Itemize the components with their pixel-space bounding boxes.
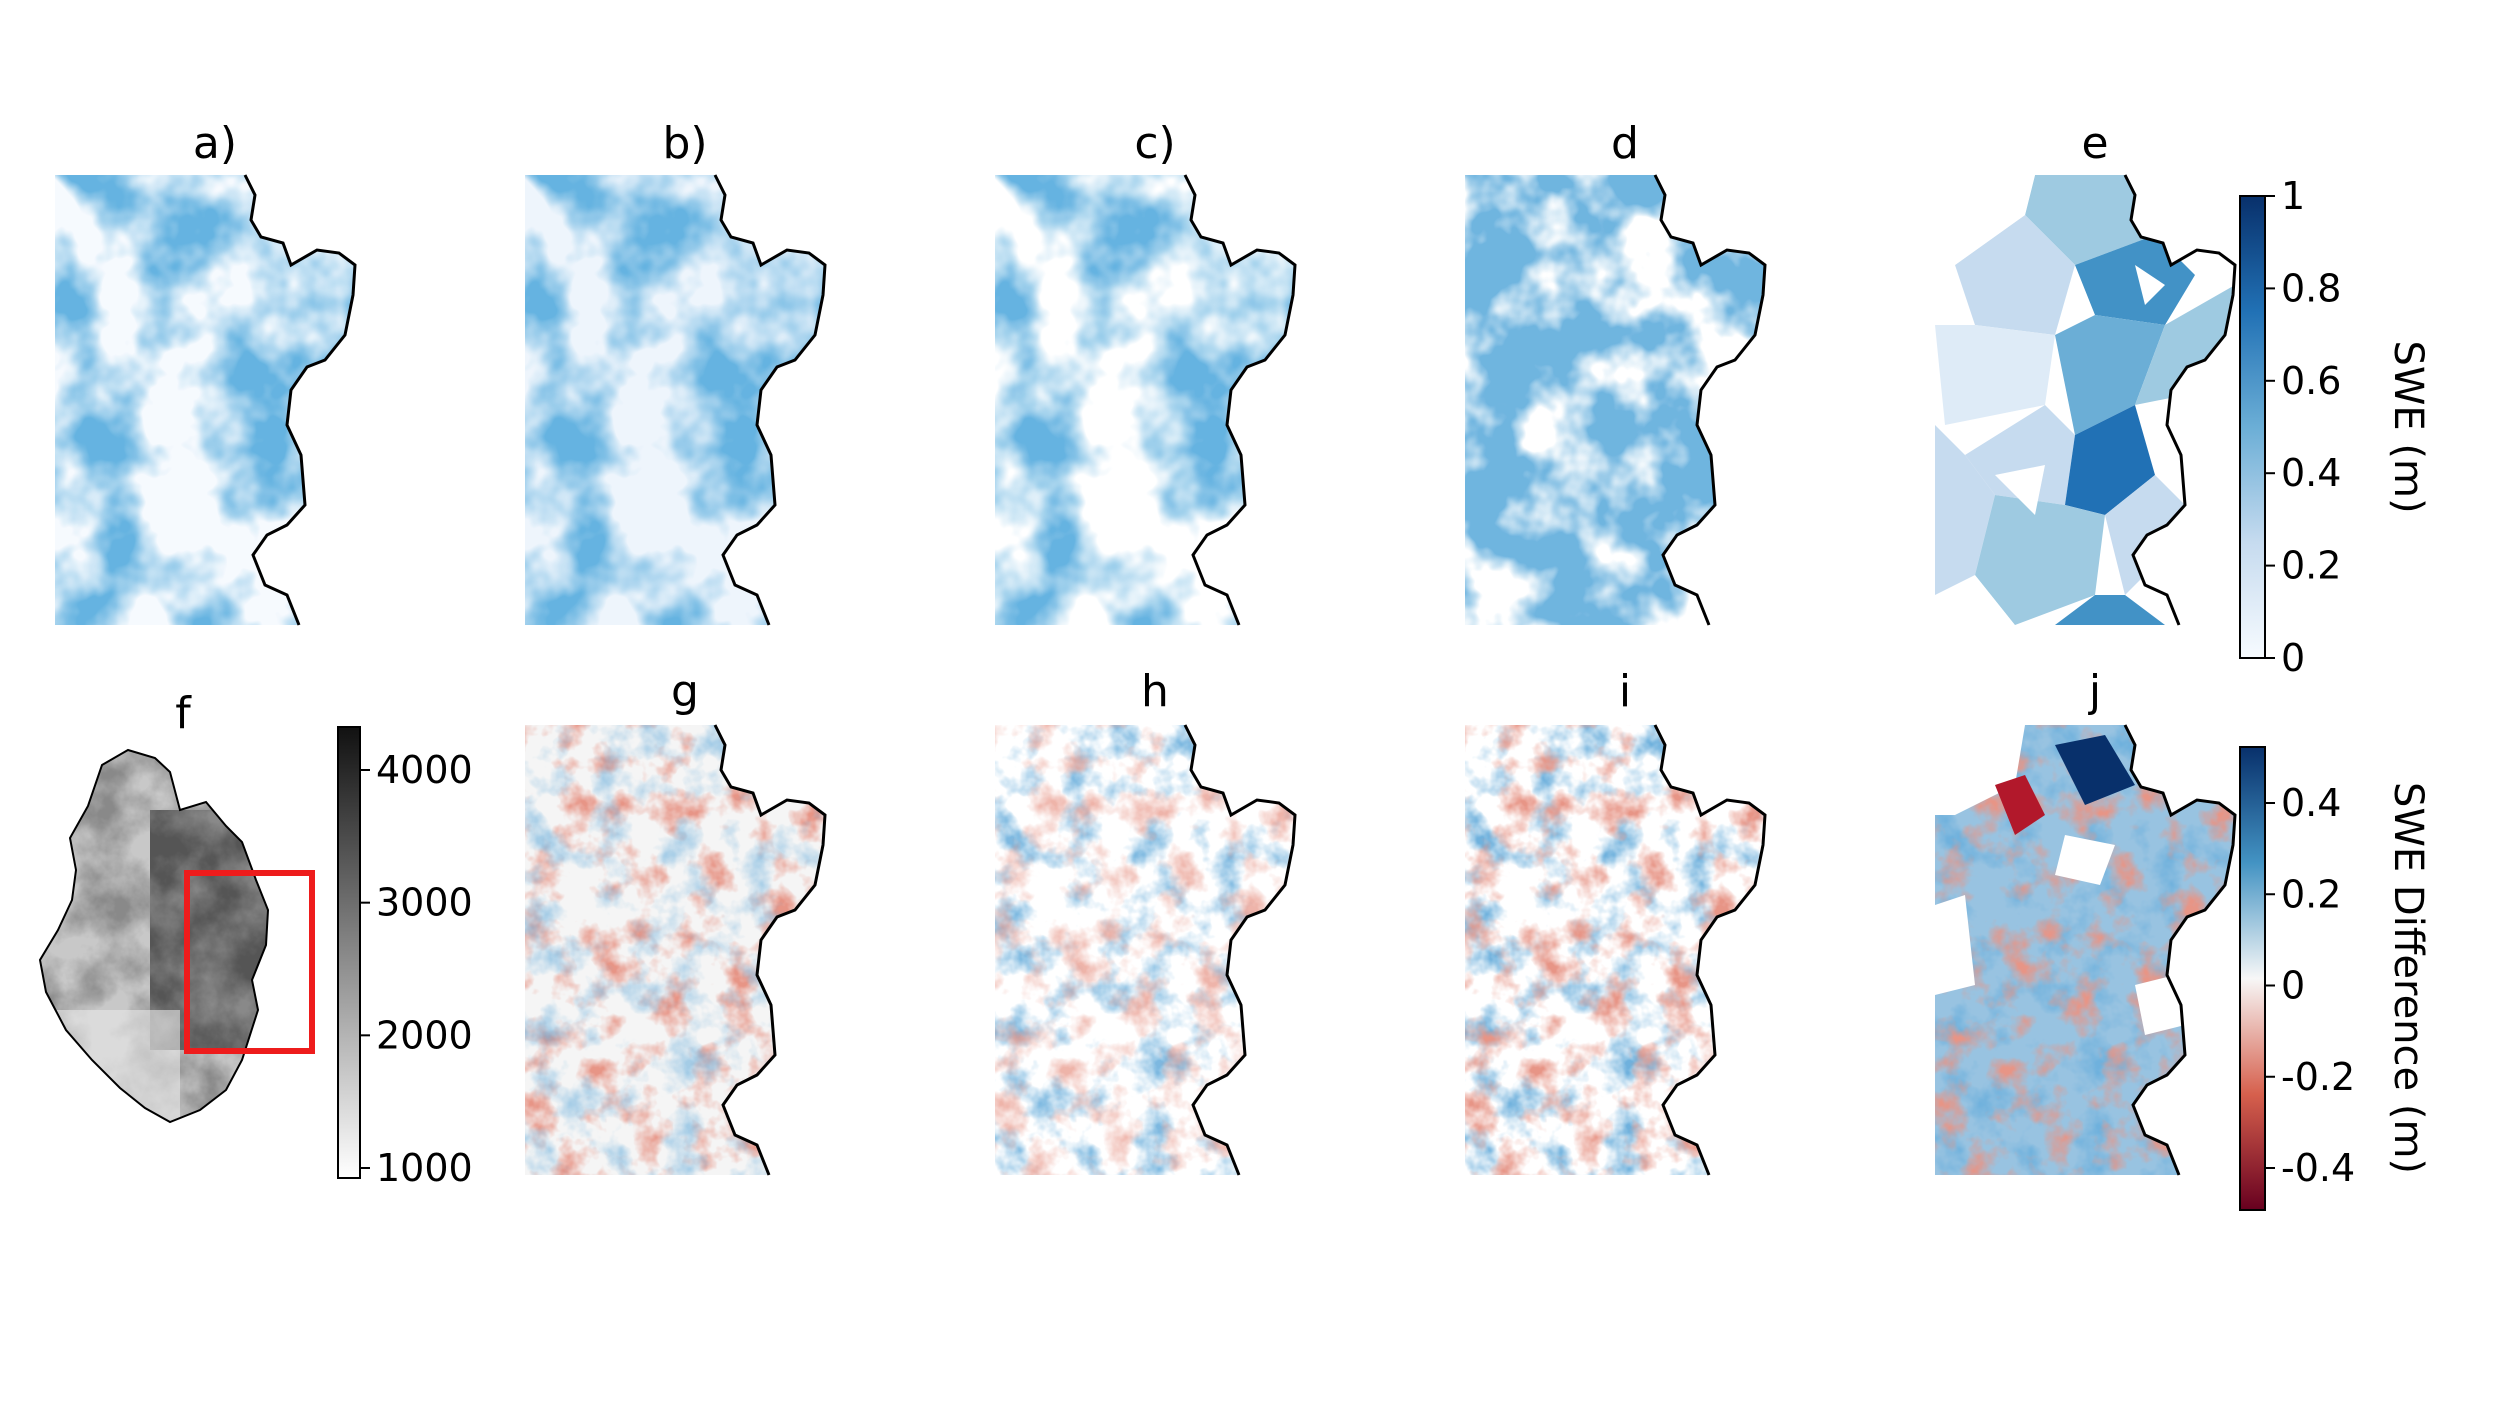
- panel-label-b: b): [662, 118, 707, 169]
- panel-a: [55, 173, 357, 627]
- panel-label-d: d: [1611, 118, 1639, 169]
- panel-label-g: g: [671, 666, 699, 717]
- panel-label-f: f: [175, 688, 192, 739]
- panel-b: [525, 173, 827, 627]
- elevation-colorbar-tick-label: 4000: [376, 748, 473, 792]
- swe-colorbar-tick-label: 0.4: [2281, 451, 2341, 495]
- swe-colorbar-tick-label: 0.2: [2281, 544, 2341, 588]
- swe-colorbar-tick-label: 0: [2281, 636, 2305, 680]
- panel-h: [995, 723, 1297, 1177]
- panel-label-j: j: [2088, 666, 2101, 717]
- panel-f: [39, 749, 315, 1123]
- panel-label-h: h: [1141, 666, 1169, 717]
- elevation-colorbar-tick-label: 2000: [376, 1013, 473, 1057]
- swe-colorbar-tick-label: 0.6: [2281, 359, 2341, 403]
- elevation-colorbar-tick-label: 3000: [376, 881, 473, 925]
- panel-g: [525, 723, 827, 1177]
- panel-label-a: a): [193, 118, 237, 169]
- swe-colorbar-title: SWE (m): [2385, 340, 2431, 513]
- panel-label-c: c): [1134, 118, 1175, 169]
- elevation-colorbar: 4000 3000 2000 1000: [337, 726, 473, 1190]
- diff-colorbar-tick-label: -0.4: [2281, 1146, 2355, 1190]
- elevation-colorbar-tick-label: 1000: [376, 1146, 473, 1190]
- swe-colorbar: 1 0.8 0.6 0.4 0.2 0 SWE (m): [2239, 174, 2431, 680]
- panel-j: [1935, 723, 2237, 1177]
- inset-box: [184, 870, 315, 1054]
- panel-e: [1935, 173, 2237, 627]
- diff-colorbar-tick-label: 0.4: [2281, 781, 2341, 825]
- diff-colorbar-tick-label: -0.2: [2281, 1055, 2355, 1099]
- panel-label-i: i: [1619, 666, 1631, 717]
- diff-colorbar-title: SWE Difference (m): [2385, 782, 2431, 1174]
- panel-d: [1465, 173, 1767, 627]
- diff-colorbar-tick-label: 0: [2281, 964, 2305, 1008]
- panel-i: [1465, 723, 1767, 1177]
- swe-colorbar-tick-label: 1: [2281, 174, 2305, 218]
- swe-colorbar-tick-label: 0.8: [2281, 266, 2341, 310]
- panel-label-e: e: [2081, 118, 2108, 169]
- panel-c: [995, 173, 1297, 627]
- diff-colorbar-tick-label: 0.2: [2281, 872, 2341, 916]
- diff-colorbar: 0.4 0.2 0 -0.2 -0.4 SWE Difference (m): [2239, 746, 2431, 1211]
